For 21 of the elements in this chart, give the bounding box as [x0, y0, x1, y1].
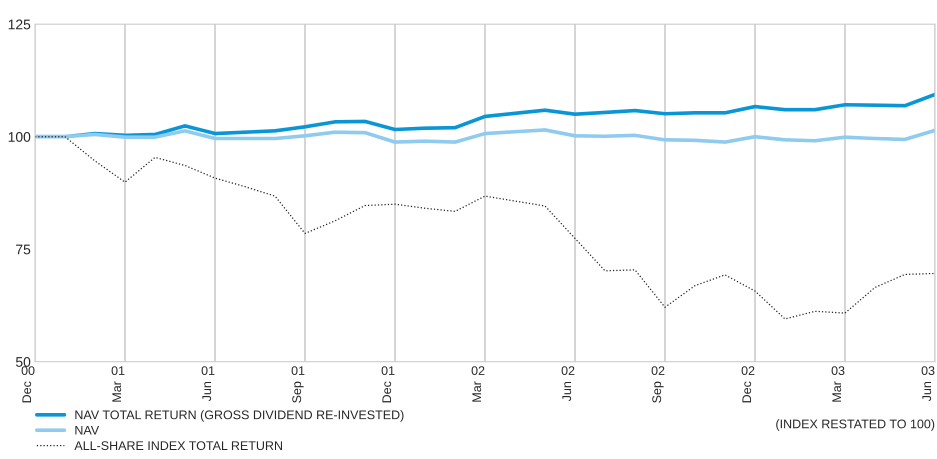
legend-label: NAV TOTAL RETURN (GROSS DIVIDEND RE-INVESTED): [75, 410, 404, 422]
x-tick-label: 02 Mar: [472, 366, 484, 402]
text: (INDEX RESTATED TO 100): [776, 419, 934, 431]
y-tick-label: 125: [8, 20, 30, 30]
x-tick-label: 03 Jun: [922, 366, 934, 402]
x-tick-label: 03 Mar: [832, 366, 844, 402]
legend-label: ALL-SHARE INDEX TOTAL RETURN: [74, 441, 282, 450]
line-series: [35, 136, 935, 320]
x-tick-label: 02 Jun: [562, 366, 574, 402]
x-tick-label: 02 Dec: [742, 366, 754, 402]
x-tick-label: 01 Mar: [112, 366, 124, 402]
y-tick-label: 50: [16, 357, 30, 367]
x-tick-label: 01 Sep: [292, 366, 304, 403]
legend-label: NAV: [75, 426, 100, 435]
x-tick-label: 01 Jun: [202, 366, 214, 402]
line-series: [35, 128, 935, 144]
y-tick-label: 75: [16, 244, 30, 254]
y-tick-label: 100: [8, 132, 30, 142]
x-tick-label: 00 Dec: [22, 366, 35, 402]
x-tick-label: 02 Sep: [652, 366, 664, 403]
x-tick-label: 01 Dec: [382, 366, 394, 402]
